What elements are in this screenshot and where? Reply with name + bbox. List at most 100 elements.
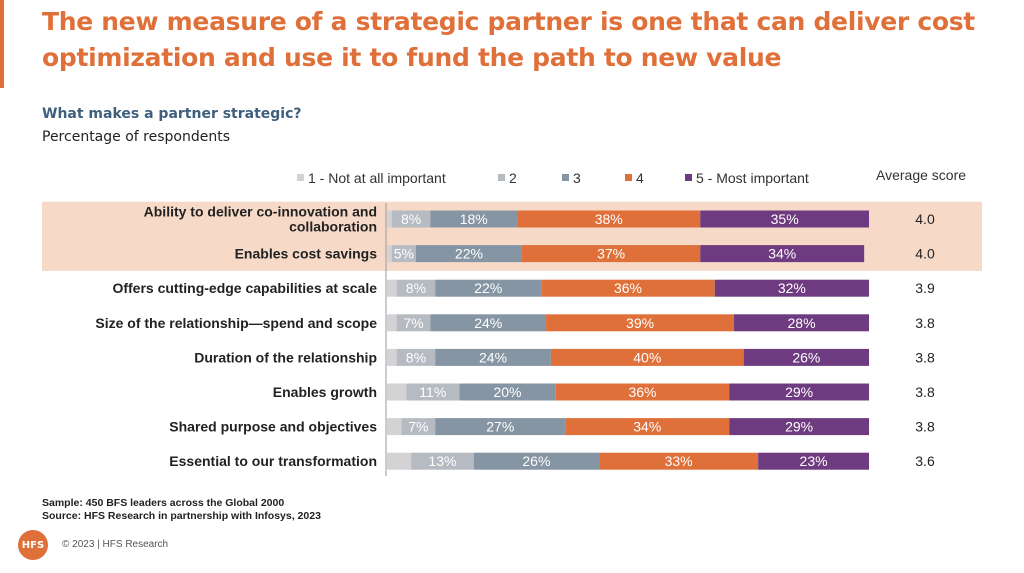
- bar-segment: [430, 314, 547, 332]
- average-score-header: Average score: [876, 167, 966, 183]
- legend-label: 5 - Most important: [696, 170, 809, 186]
- data-label: 29%: [785, 419, 813, 435]
- average-score: 3.6: [915, 453, 935, 469]
- bar-segment: [387, 210, 392, 228]
- category-label: Essential to our transformation: [169, 453, 377, 469]
- legend-swatch: [685, 174, 692, 181]
- average-score: 4.0: [915, 246, 935, 262]
- data-label: 18%: [460, 211, 488, 227]
- data-label: 36%: [628, 384, 656, 400]
- data-label: 35%: [771, 211, 799, 227]
- category-label: Duration of the relationship: [194, 349, 377, 365]
- data-label: 26%: [792, 349, 820, 365]
- copyright: © 2023 | HFS Research: [62, 539, 169, 550]
- data-label: 8%: [406, 349, 426, 365]
- category-label: Enables cost savings: [235, 246, 378, 262]
- data-label: 22%: [474, 280, 502, 296]
- average-score: 4.0: [915, 211, 935, 227]
- data-label: 40%: [633, 349, 661, 365]
- bar-segment: [435, 348, 551, 366]
- data-label: 37%: [597, 246, 625, 262]
- bar-segment: [430, 210, 518, 228]
- data-label: 26%: [522, 453, 550, 469]
- slide-title: The new measure of a strategic partner i…: [42, 7, 975, 72]
- bar-segment: [387, 418, 402, 436]
- bar-segment: [411, 452, 474, 470]
- bar-segment: [387, 452, 412, 470]
- bar-segment: [459, 383, 556, 401]
- bar-segment: [743, 348, 869, 366]
- bar-segment: [391, 210, 431, 228]
- bar-segment: [729, 383, 869, 401]
- data-label: 36%: [614, 280, 642, 296]
- bar-segment: [396, 279, 436, 297]
- bar-segment: [758, 452, 869, 470]
- hfs-logo: HFS: [18, 530, 48, 560]
- bar-segment: [435, 279, 542, 297]
- average-score: 3.8: [915, 384, 935, 400]
- footnotes: Sample: 450 BFS leaders across the Globa…: [42, 497, 321, 523]
- bar-segment: [521, 245, 701, 263]
- data-label: 13%: [428, 453, 456, 469]
- bar-segment: [387, 245, 392, 263]
- data-label: 7%: [408, 419, 428, 435]
- legend-swatch: [498, 174, 505, 181]
- category-label: Enables growth: [273, 384, 377, 400]
- chart-subtitle: Percentage of respondents: [42, 129, 230, 145]
- bar-segment: [555, 383, 730, 401]
- data-label: 34%: [768, 246, 796, 262]
- data-label: 8%: [401, 211, 421, 227]
- bar-segment: [391, 245, 416, 263]
- category-label: collaboration: [289, 219, 377, 235]
- data-label: 5%: [394, 246, 414, 262]
- bar-segment: [401, 418, 436, 436]
- average-score: 3.8: [915, 315, 935, 331]
- data-label: 28%: [788, 315, 816, 331]
- average-score: 3.9: [915, 280, 935, 296]
- sample-note: Sample: 450 BFS leaders across the Globa…: [42, 497, 285, 509]
- bar-segment: [550, 348, 744, 366]
- bar-segment: [387, 383, 407, 401]
- data-label: 34%: [633, 419, 661, 435]
- bar-segment: [700, 210, 869, 228]
- data-label: 22%: [455, 246, 483, 262]
- legend-label: 2: [509, 170, 517, 186]
- legend-swatch: [562, 174, 569, 181]
- bar-segment: [473, 452, 600, 470]
- bar-segment: [396, 314, 431, 332]
- legend-swatch: [297, 174, 304, 181]
- bar-segment: [387, 314, 397, 332]
- data-label: 33%: [665, 453, 693, 469]
- data-label: 11%: [419, 384, 446, 400]
- data-label: 29%: [785, 384, 813, 400]
- legend-label: 4: [636, 170, 644, 186]
- bar-segment: [396, 348, 436, 366]
- legend-swatch: [625, 174, 632, 181]
- bar-segment: [546, 314, 735, 332]
- data-label: 27%: [486, 419, 514, 435]
- data-label: 32%: [778, 280, 806, 296]
- data-label: 24%: [479, 349, 507, 365]
- data-label: 8%: [406, 280, 426, 296]
- bar-segment: [435, 418, 566, 436]
- category-label: Shared purpose and objectives: [169, 419, 377, 435]
- bar-segment: [700, 245, 865, 263]
- bar-segment: [517, 210, 701, 228]
- bar-segment: [729, 418, 869, 436]
- bar-segment: [599, 452, 759, 470]
- legend-label: 3: [573, 170, 581, 186]
- bar-segment: [387, 348, 397, 366]
- average-score: 3.8: [915, 419, 935, 435]
- data-label: 20%: [493, 384, 521, 400]
- average-score: 3.8: [915, 349, 935, 365]
- data-label: 39%: [626, 315, 654, 331]
- bar-segment: [387, 279, 397, 297]
- bar-segment: [541, 279, 715, 297]
- bar-segment: [415, 245, 522, 263]
- source-note: Source: HFS Research in partnership with…: [42, 510, 321, 522]
- bar-segment: [714, 279, 869, 297]
- data-label: 38%: [595, 211, 623, 227]
- bar-segment: [734, 314, 869, 332]
- bar-segment: [565, 418, 730, 436]
